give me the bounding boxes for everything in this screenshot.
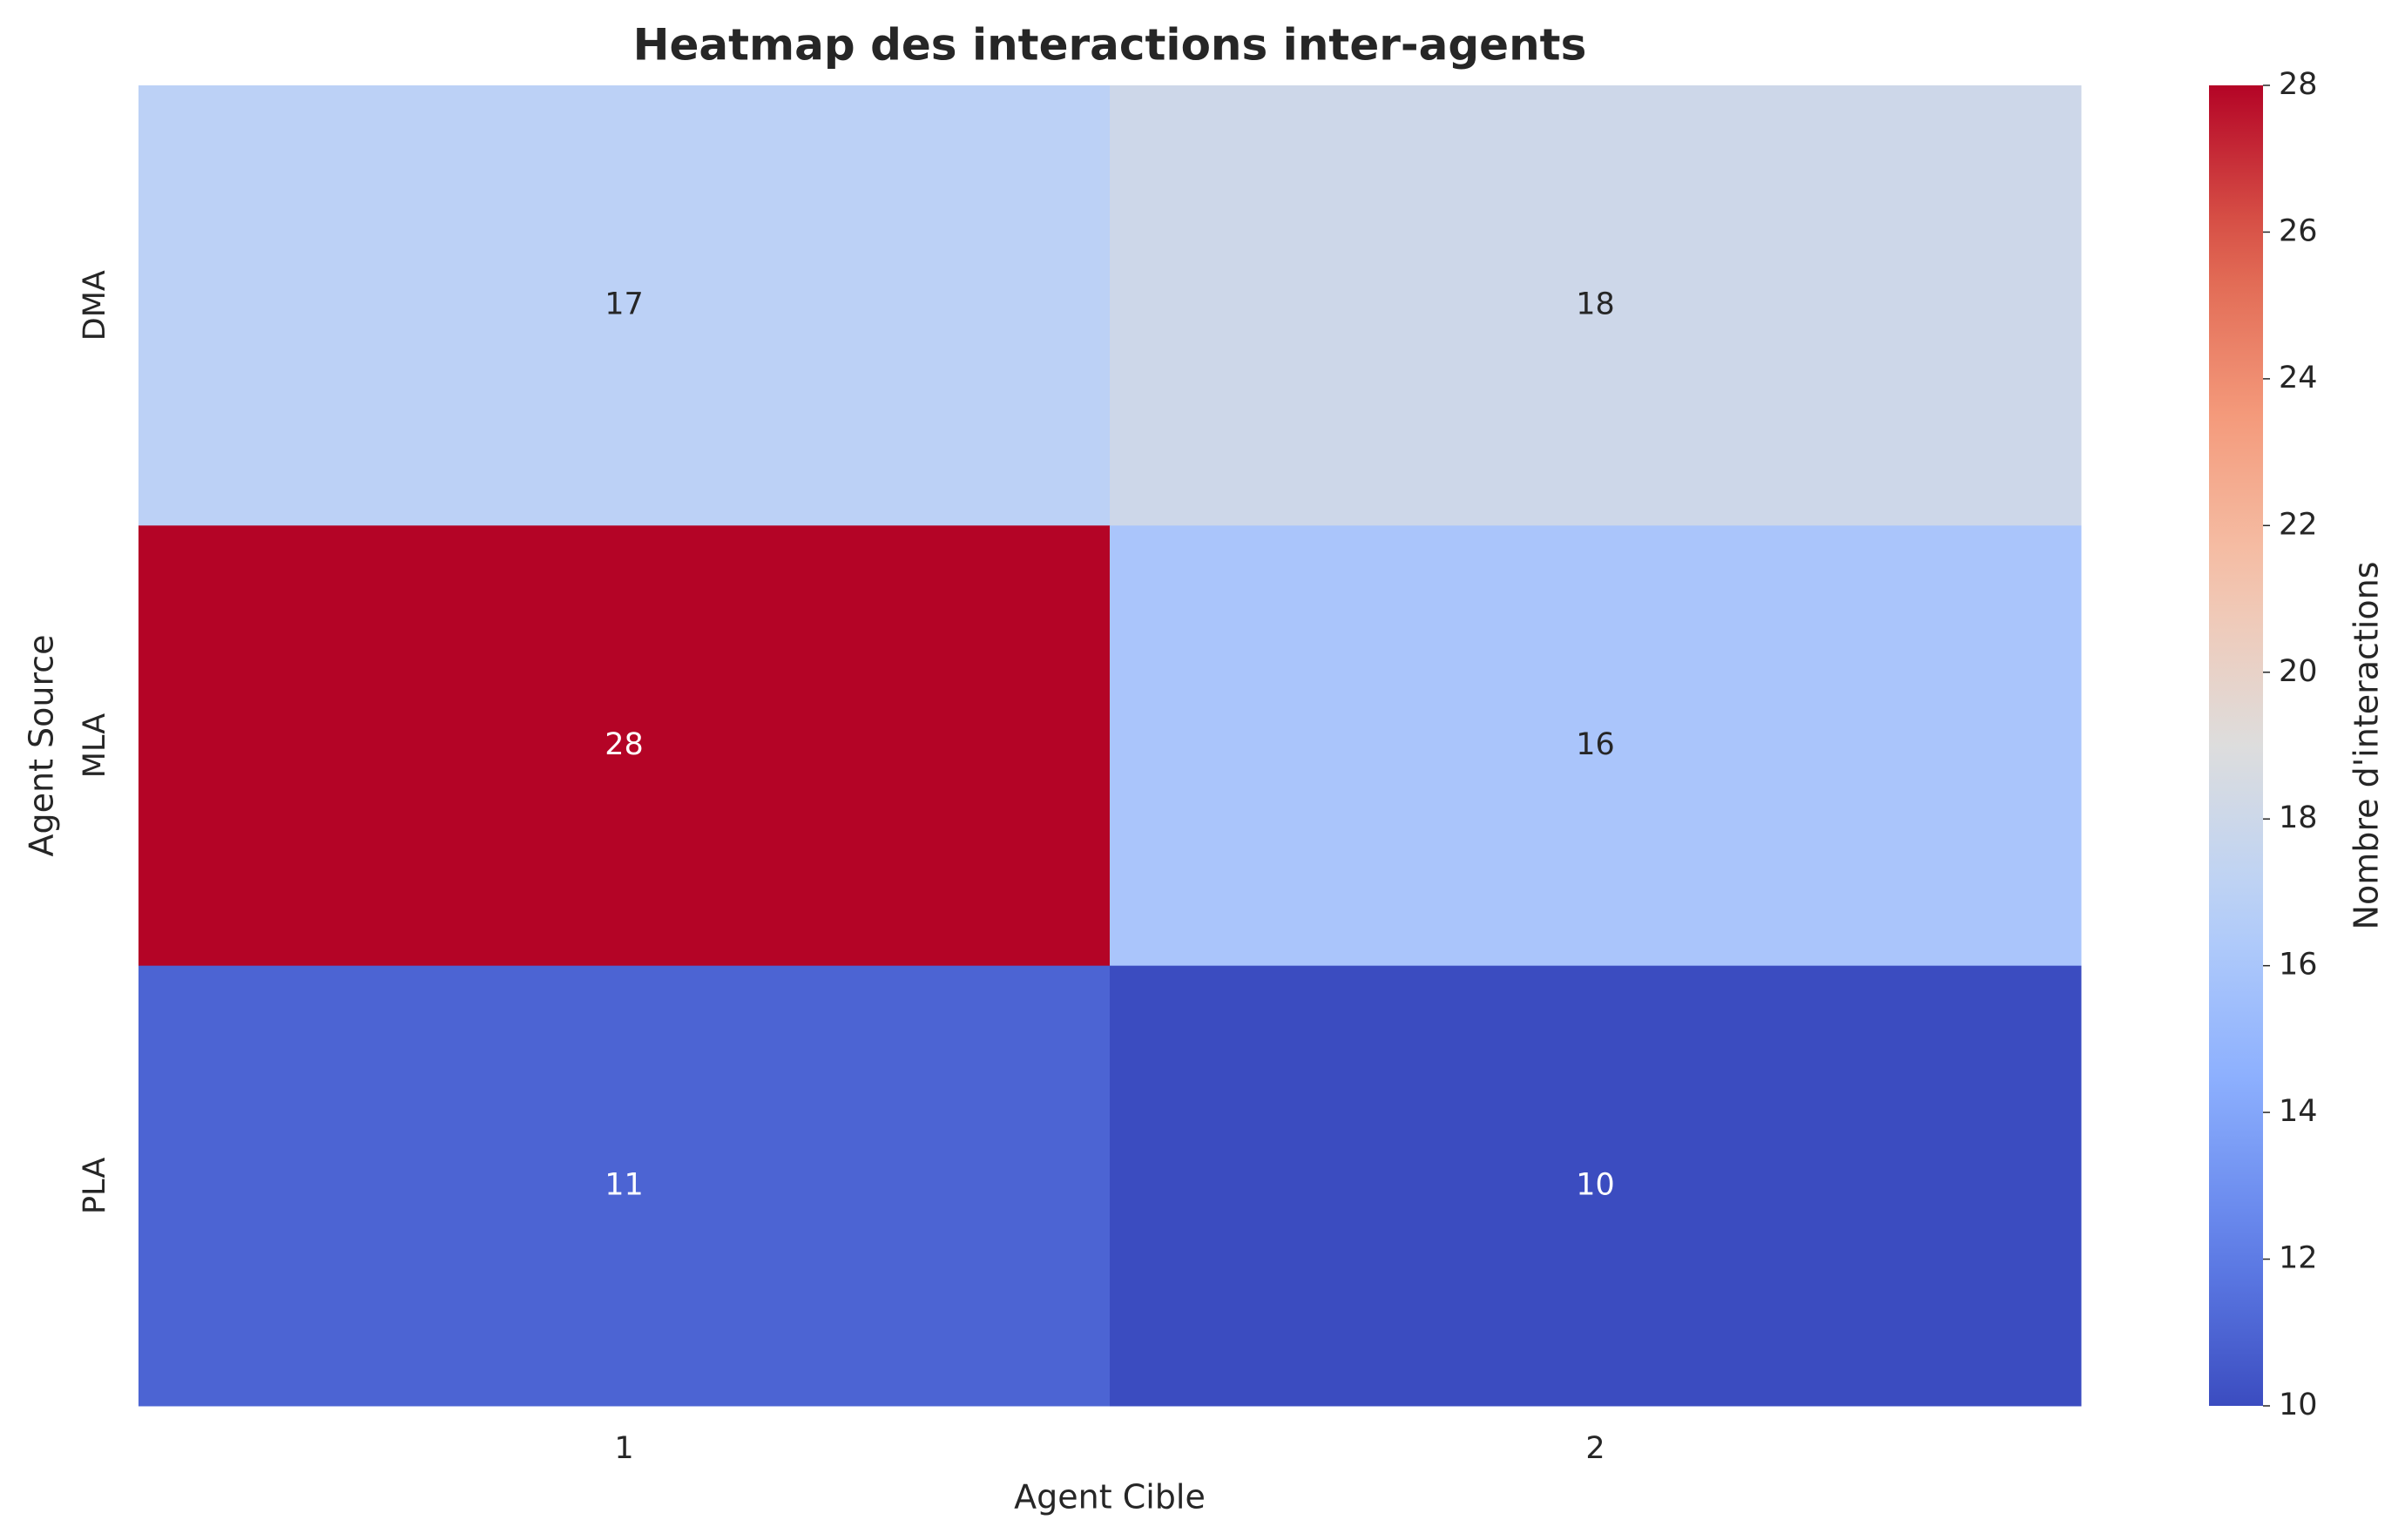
heatmap-cell-pla-1 [138, 965, 1111, 1407]
colorbar-ticks: 10 12 14 16 18 20 22 24 26 28 [2263, 67, 2318, 1422]
cell-annotations: 17 18 28 16 11 10 [605, 287, 1615, 1203]
heatmap-cell-mla-1 [138, 525, 1111, 967]
y-tick-label: DMA [78, 270, 112, 341]
cell-value-label: 10 [1576, 1167, 1615, 1202]
colorbar-tick-label: 28 [2279, 67, 2318, 102]
heatmap-cells [138, 85, 2082, 1407]
colorbar-tick-label: 14 [2279, 1094, 2318, 1129]
colorbar-label: Nombre d'interactions [2348, 562, 2386, 930]
colorbar-tick-label: 20 [2279, 654, 2318, 689]
heatmap-cell-mla-2 [1110, 525, 2082, 967]
y-tick-label: PLA [78, 1158, 112, 1214]
colorbar-tick-label: 18 [2279, 800, 2318, 835]
cell-value-label: 11 [605, 1167, 644, 1202]
heatmap-cell-dma-1 [138, 85, 1111, 526]
colorbar: 10 12 14 16 18 20 22 24 26 28 Nombre d'interactio… [2209, 67, 2386, 1422]
colorbar-tick-label: 26 [2279, 213, 2318, 248]
cell-value-label: 18 [1576, 287, 1615, 322]
x-tick-label: 2 [1585, 1431, 1604, 1466]
x-tick-label: 1 [614, 1431, 633, 1466]
heatmap-cell-dma-2 [1110, 85, 2082, 526]
colorbar-tick-label: 24 [2279, 361, 2318, 395]
colorbar-tick-label: 10 [2279, 1388, 2318, 1422]
colorbar-tick-label: 16 [2279, 948, 2318, 983]
colorbar-gradient-bar [2209, 85, 2263, 1406]
chart-title: Heatmap des interactions inter-agents [633, 20, 1587, 71]
colorbar-tick-label: 12 [2279, 1241, 2318, 1276]
cell-value-label: 28 [605, 727, 644, 762]
y-axis-label: Agent Source [23, 634, 61, 856]
colorbar-tick-label: 22 [2279, 507, 2318, 542]
cell-value-label: 16 [1576, 727, 1615, 762]
y-tick-label: MLA [78, 713, 112, 779]
y-axis-ticks: DMA MLA PLA [78, 270, 112, 1214]
cell-value-label: 17 [605, 287, 644, 322]
x-axis-label: Agent Cible [1014, 1478, 1206, 1516]
heatmap-cell-pla-2 [1110, 965, 2082, 1407]
